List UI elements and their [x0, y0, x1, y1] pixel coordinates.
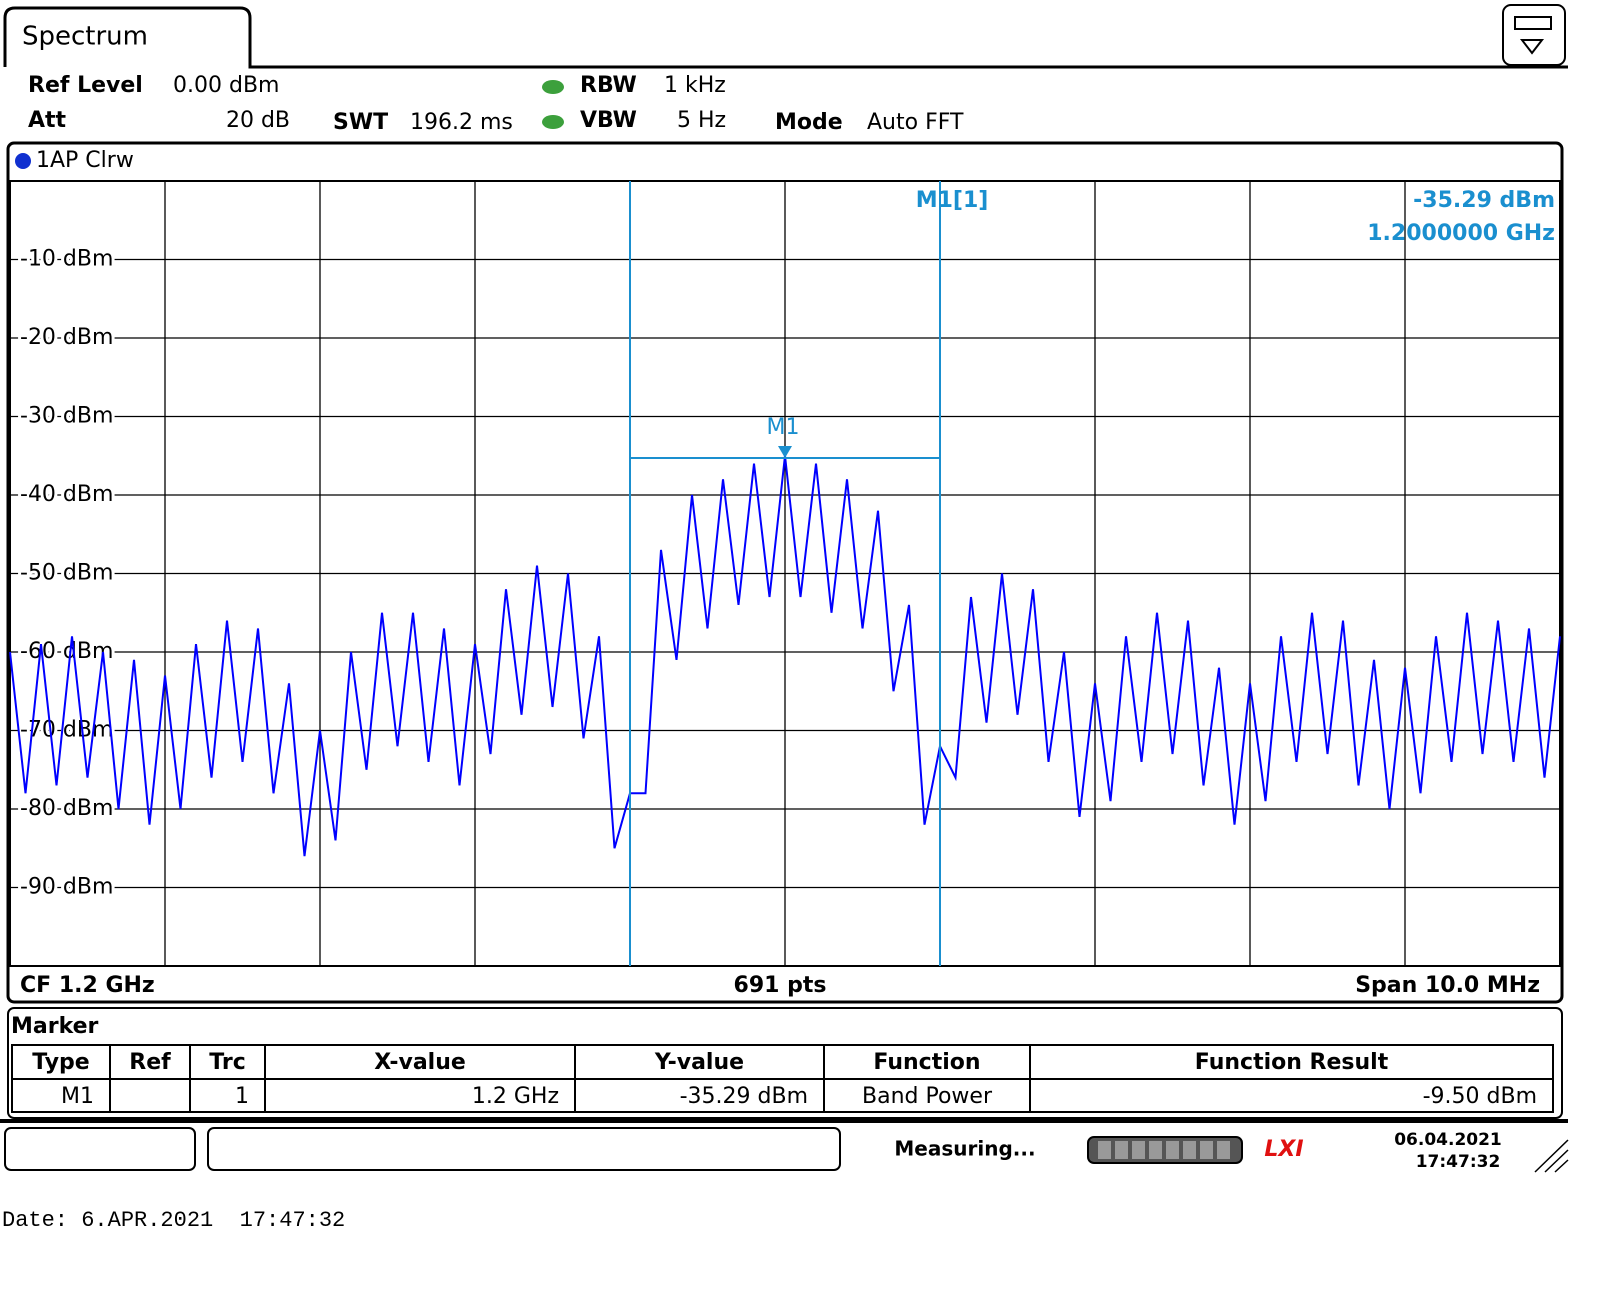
setting-label: Mode — [775, 110, 843, 135]
progress-segment — [1149, 1141, 1162, 1159]
table-cell: -9.50 dBm — [1423, 1084, 1537, 1109]
tab — [3, 6, 1568, 69]
setting-value: 1 kHz — [664, 73, 726, 98]
y-tick-label: -90 dBm — [20, 875, 113, 900]
menu-button[interactable] — [1502, 4, 1566, 66]
setting-value: 5 Hz — [677, 108, 726, 133]
softkey-box[interactable] — [4, 1127, 196, 1171]
status-text: Measuring... — [894, 1137, 1035, 1161]
setting-value: 20 dB — [226, 108, 290, 133]
status-led — [542, 115, 564, 129]
y-tick-label: -40 dBm — [20, 482, 113, 507]
trace-indicator — [15, 153, 31, 169]
setting-label: SWT — [333, 110, 388, 135]
table-cell: -35.29 dBm — [680, 1084, 808, 1109]
setting-value: 0.00 dBm — [173, 73, 279, 98]
icon — [1514, 16, 1552, 30]
column-header: Y-value — [654, 1050, 744, 1075]
setting-label: RBW — [580, 73, 637, 98]
setting-label: Ref Level — [28, 73, 143, 98]
status-time: 17:47:32 — [1416, 1152, 1501, 1172]
progress-segment — [1132, 1141, 1145, 1159]
y-tick-label: -60 dBm — [20, 639, 113, 664]
y-tick-label: -20 dBm — [20, 325, 113, 350]
marker — [778, 446, 792, 459]
status-date: 06.04.2021 — [1394, 1130, 1502, 1150]
status-led — [542, 80, 564, 94]
progress-segment — [1183, 1141, 1196, 1159]
print-date: Date: 6.APR.2021 17:47:32 — [2, 1208, 345, 1233]
progress-segment — [1115, 1141, 1128, 1159]
column-header: Ref — [129, 1050, 171, 1075]
resize-grip — [1534, 1139, 1569, 1173]
setting-value: 196.2 ms — [410, 110, 513, 135]
column-header: Function — [873, 1050, 980, 1075]
progress-segment — [1166, 1141, 1179, 1159]
y-tick-label: -30 dBm — [20, 404, 113, 429]
points: 691 pts — [734, 973, 827, 998]
marker-panel-title: Marker — [11, 1014, 99, 1039]
column-header: Function Result — [1195, 1050, 1389, 1075]
marker-label: M1 — [767, 415, 800, 440]
column-header: Trc — [209, 1050, 245, 1075]
span: Span 10.0 MHz — [1355, 973, 1540, 998]
marker-readout-frequency: 1.2000000 GHz — [1367, 221, 1555, 246]
table-cell: 1 — [235, 1084, 249, 1109]
tab-title[interactable]: Spectrum — [22, 22, 148, 52]
y-tick-label: -10 dBm — [20, 247, 113, 272]
lxi-logo: LXI — [1264, 1137, 1303, 1162]
table-cell: 1.2 GHz — [472, 1084, 559, 1109]
marker-readout-title: M1[1] — [916, 188, 989, 213]
progress-segment — [1098, 1141, 1111, 1159]
table-cell: Band Power — [862, 1084, 993, 1109]
setting-label: Att — [28, 108, 67, 133]
setting-value: Auto FFT — [867, 110, 964, 135]
column-header: Type — [32, 1050, 89, 1075]
trace-label: 1AP Clrw — [36, 148, 134, 173]
table-cell: M1 — [61, 1084, 94, 1109]
marker-readout-level: -35.29 dBm — [1413, 188, 1555, 213]
icon — [1519, 39, 1545, 55]
input-box[interactable] — [207, 1127, 841, 1171]
column-header: X-value — [374, 1050, 466, 1075]
progress-segment — [1200, 1141, 1213, 1159]
setting-label: VBW — [580, 108, 637, 133]
y-tick-label: -50 dBm — [20, 561, 113, 586]
y-tick-label: -70 dBm — [20, 718, 113, 743]
y-tick-label: -80 dBm — [20, 796, 113, 821]
progress-segment — [1217, 1141, 1230, 1159]
center-frequency: CF 1.2 GHz — [20, 973, 155, 998]
